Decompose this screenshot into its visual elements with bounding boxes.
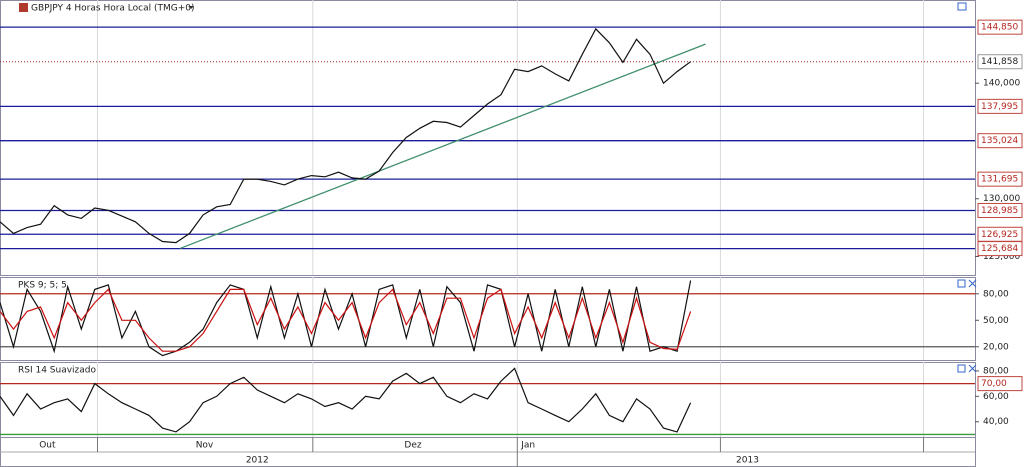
close-button[interactable]: [968, 279, 977, 288]
panel-title: PKS 9; 5; 5: [18, 281, 67, 291]
year-label: 2013: [736, 456, 759, 466]
series-line: [0, 27, 691, 244]
close-button[interactable]: [968, 364, 977, 373]
level-label: 70,00: [981, 379, 1007, 389]
y-tick-label: 125,000: [983, 252, 1020, 262]
level-label-box: [977, 98, 1023, 114]
level-label-box: [977, 19, 1023, 35]
month-label: Nov: [196, 441, 214, 451]
symbol-icon: [19, 3, 28, 12]
y-tick-label: 60,00: [983, 392, 1009, 402]
panel-title: RSI 14 Suavizado: [18, 366, 97, 376]
level-label: 125,684: [981, 244, 1018, 254]
y-tick-label: 130,000: [983, 194, 1020, 204]
maximize-button[interactable]: [957, 364, 966, 373]
title-dropdown[interactable]: [188, 6, 194, 9]
month-label: Dez: [404, 441, 421, 451]
level-label-box: [977, 376, 1023, 392]
y-tick-label: 20,00: [983, 342, 1009, 352]
series-line: [0, 288, 692, 352]
maximize-button[interactable]: [957, 279, 966, 288]
y-tick-label: 50,00: [983, 316, 1009, 326]
maximize-button[interactable]: [957, 2, 967, 11]
y-tick-label: 40,00: [983, 417, 1009, 427]
year-label: 2012: [246, 456, 269, 466]
current-price-box: [977, 54, 1023, 70]
level-label-box: [977, 241, 1023, 257]
y-tick-label: 80,00: [983, 366, 1009, 376]
level-label: 131,695: [981, 175, 1018, 185]
level-label: 137,995: [981, 102, 1018, 112]
level-label-box: [977, 133, 1023, 149]
month-label: Out: [39, 441, 56, 451]
level-label-box: [977, 171, 1023, 187]
panel-frame: [0, 277, 976, 361]
trendline: [179, 43, 706, 250]
chart-title: GBPJPY 4 Horas Hora Local (TMG+0): [31, 4, 195, 14]
level-label: 135,024: [981, 136, 1018, 146]
level-label-box: [977, 202, 1023, 218]
series-line: [0, 367, 692, 433]
current-price-label: 141,858: [981, 57, 1018, 67]
y-tick-label: 80,00: [983, 289, 1009, 299]
level-label: 126,925: [981, 230, 1018, 240]
y-tick-label: 140,000: [983, 79, 1020, 89]
level-label: 128,985: [981, 206, 1018, 216]
month-label: Jan: [520, 441, 535, 451]
level-label: 144,850: [981, 23, 1018, 33]
panel-frame: [0, 0, 976, 276]
